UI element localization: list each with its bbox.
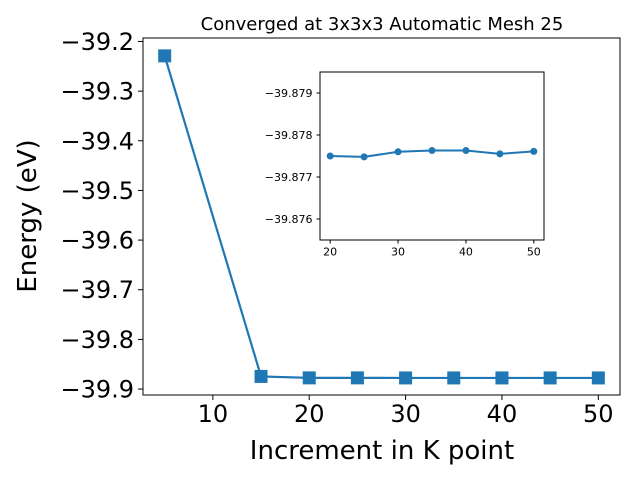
- main-y-tick-label: −39.6: [60, 227, 134, 255]
- main-x-tick-label: 40: [487, 400, 518, 428]
- inset-plot-frame: [319, 71, 545, 241]
- chart-title: Converged at 3x3x3 Automatic Mesh 25: [201, 14, 564, 35]
- main-data-point: [254, 369, 268, 383]
- main-y-tick-label: −39.2: [60, 28, 134, 56]
- main-data-series: [158, 49, 605, 385]
- inset-y-tick-label: −39.876: [265, 213, 313, 226]
- main-data-point: [495, 371, 509, 385]
- inset-plot: 20 30 40 50 −39.879 −39.878 −39.877 −39.876: [265, 71, 545, 259]
- inset-x-tick-label: 50: [527, 246, 541, 259]
- main-data-point: [302, 371, 316, 385]
- main-data-point: [543, 371, 557, 385]
- inset-x-tick-label: 40: [459, 246, 473, 259]
- x-axis-label: Increment in K point: [250, 436, 514, 466]
- main-x-tick-label: 50: [583, 400, 614, 428]
- main-y-tick-label: −39.8: [60, 326, 134, 354]
- inset-y-tick-label: −39.879: [265, 87, 313, 100]
- inset-data-point: [530, 147, 538, 155]
- main-x-tick-label: 30: [390, 400, 421, 428]
- inset-y-axis-ticks: −39.879 −39.878 −39.877 −39.876: [265, 87, 320, 226]
- main-y-axis-ticks: −39.9 −39.8 −39.7 −39.6 −39.5 −39.4 −39.3 −39.2: [60, 28, 143, 404]
- main-y-tick-label: −39.7: [60, 276, 134, 304]
- inset-y-tick-label: −39.877: [265, 171, 313, 184]
- inset-data-point: [428, 147, 436, 155]
- main-x-axis-ticks: 10 20 30 40 50: [198, 395, 614, 428]
- inset-y-tick-label: −39.878: [265, 129, 313, 142]
- main-data-point: [591, 371, 605, 385]
- inset-data-point: [326, 152, 334, 160]
- main-data-point: [158, 49, 172, 63]
- main-y-tick-label: −39.5: [60, 177, 134, 205]
- main-y-tick-label: −39.4: [60, 127, 134, 155]
- main-x-tick-label: 20: [294, 400, 325, 428]
- main-y-tick-label: −39.3: [60, 78, 134, 106]
- inset-data-point: [462, 147, 470, 155]
- inset-x-tick-label: 20: [323, 246, 337, 259]
- main-data-point: [350, 371, 364, 385]
- inset-x-tick-label: 30: [391, 246, 405, 259]
- main-plot-frame: [142, 37, 621, 396]
- main-data-point: [399, 371, 413, 385]
- y-axis-label: Energy (eV): [13, 139, 43, 292]
- inset-data-series: [326, 147, 538, 161]
- inset-x-axis-ticks: 20 30 40 50: [323, 240, 541, 259]
- inset-data-point: [394, 148, 402, 156]
- main-x-tick-label: 10: [198, 400, 229, 428]
- inset-data-point: [360, 153, 368, 161]
- main-data-point: [447, 371, 461, 385]
- main-y-tick-label: −39.9: [60, 376, 134, 404]
- inset-data-point: [496, 150, 504, 158]
